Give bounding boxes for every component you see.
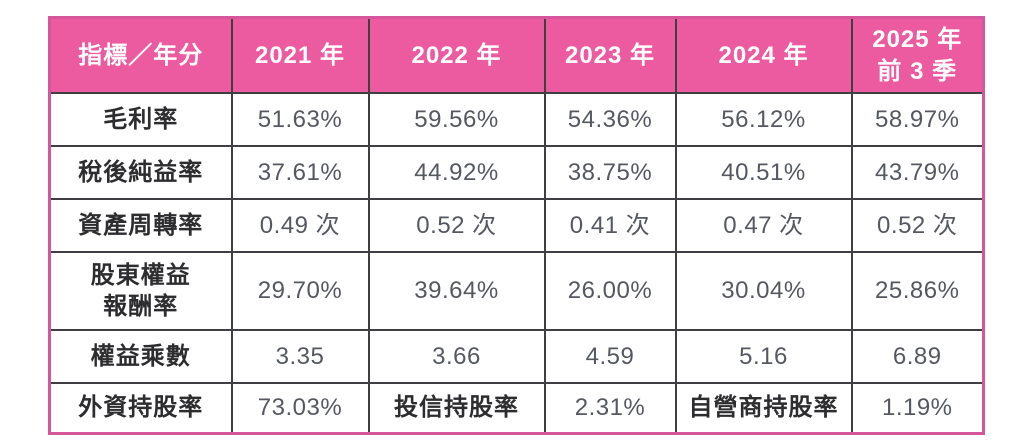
row-shareholding-ratios: 外資持股率 73.03% 投信持股率 2.31% 自營商持股率 1.19% <box>48 382 985 434</box>
value-cell: 39.64% <box>367 251 546 331</box>
value-cell: 58.97% <box>850 92 985 147</box>
value-cell: 0.41 次 <box>543 198 677 253</box>
value-cell: 0.52 次 <box>367 198 546 253</box>
value-cell: 3.35 <box>230 329 370 384</box>
row-gross-margin: 毛利率 51.63% 59.56% 54.36% 56.12% 58.97% <box>48 92 985 147</box>
row-label-foreign-holding: 外資持股率 <box>48 382 233 434</box>
header-cell-2021: 2021 年 <box>230 16 370 94</box>
header-cell-2025-q3: 2025 年 前 3 季 <box>850 16 985 94</box>
row-label: 股東權益 報酬率 <box>48 251 233 331</box>
value-cell: 3.66 <box>367 329 546 384</box>
row-label-investment-trust-holding: 投信持股率 <box>367 382 546 434</box>
value-cell: 1.19% <box>850 382 985 434</box>
value-cell: 37.61% <box>230 145 370 200</box>
header-cell-2023: 2023 年 <box>543 16 677 94</box>
row-label: 資產周轉率 <box>48 198 233 253</box>
value-cell: 29.70% <box>230 251 370 331</box>
value-cell: 26.00% <box>543 251 677 331</box>
row-net-margin-after-tax: 稅後純益率 37.61% 44.92% 38.75% 40.51% 43.79% <box>48 145 985 200</box>
value-cell: 51.63% <box>230 92 370 147</box>
value-cell: 43.79% <box>850 145 985 200</box>
financial-metrics-table-wrap: 指標／年分 2021 年 2022 年 2023 年 2024 年 2025 年… <box>48 16 985 435</box>
value-cell: 6.89 <box>850 329 985 384</box>
header-cell-2022: 2022 年 <box>367 16 546 94</box>
value-cell: 54.36% <box>543 92 677 147</box>
value-cell: 56.12% <box>674 92 853 147</box>
header-cell-2024: 2024 年 <box>674 16 853 94</box>
row-equity-multiplier: 權益乘數 3.35 3.66 4.59 5.16 6.89 <box>48 329 985 384</box>
value-cell: 44.92% <box>367 145 546 200</box>
financial-metrics-table: 指標／年分 2021 年 2022 年 2023 年 2024 年 2025 年… <box>48 16 985 435</box>
row-label: 權益乘數 <box>48 329 233 384</box>
value-cell: 2.31% <box>543 382 677 434</box>
value-cell: 5.16 <box>674 329 853 384</box>
value-cell: 25.86% <box>850 251 985 331</box>
table-header-row: 指標／年分 2021 年 2022 年 2023 年 2024 年 2025 年… <box>48 16 985 94</box>
row-label: 稅後純益率 <box>48 145 233 200</box>
header-cell-indicator-year: 指標／年分 <box>48 16 233 94</box>
value-cell: 38.75% <box>543 145 677 200</box>
row-label-dealer-holding: 自營商持股率 <box>674 382 853 434</box>
value-cell: 73.03% <box>230 382 370 434</box>
value-cell: 4.59 <box>543 329 677 384</box>
value-cell: 0.49 次 <box>230 198 370 253</box>
value-cell: 0.47 次 <box>674 198 853 253</box>
row-label: 毛利率 <box>48 92 233 147</box>
value-cell: 40.51% <box>674 145 853 200</box>
value-cell: 30.04% <box>674 251 853 331</box>
value-cell: 0.52 次 <box>850 198 985 253</box>
value-cell: 59.56% <box>367 92 546 147</box>
row-asset-turnover: 資產周轉率 0.49 次 0.52 次 0.41 次 0.47 次 0.52 次 <box>48 198 985 253</box>
row-return-on-equity: 股東權益 報酬率 29.70% 39.64% 26.00% 30.04% 25.… <box>48 251 985 331</box>
